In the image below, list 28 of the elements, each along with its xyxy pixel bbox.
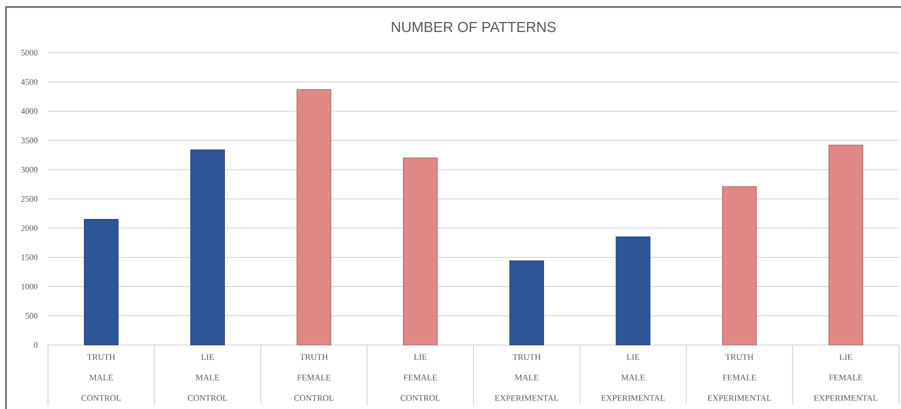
category-label: LIE MALE EXPERIMENTAL [601,354,665,401]
category-label: TRUTH MALE EXPERIMENTAL [494,354,558,401]
y-tick-label: 5000 [21,50,38,56]
y-tick-label: 0 [34,342,38,348]
category-label: TRUTH FEMALE EXPERIMENTAL [708,354,772,401]
category-label: TRUTH MALE CONTROL [82,354,121,401]
category-label: LIE FEMALE EXPERIMENTAL [814,354,878,401]
category-label: LIE FEMALE CONTROL [400,354,440,401]
bar [828,144,864,346]
bar [190,149,225,346]
bar [509,260,544,346]
bar [616,236,650,346]
chart-title: NUMBER OF PATTERNS [392,22,556,32]
bar [722,186,757,346]
category-label: LIE MALE CONTROL [188,354,228,401]
y-tick-label: 4500 [21,79,38,85]
bar [296,89,332,346]
bar [84,219,118,346]
y-tick-label: 1500 [22,254,38,260]
y-tick-label: 1000 [22,284,38,290]
y-tick-label: 2500 [21,196,38,202]
y-tick-label: 500 [26,312,38,319]
bar [403,158,438,346]
y-tick-label: 3000 [21,166,38,172]
y-tick-label: 4000 [21,108,38,114]
category-label: TRUTH FEMALE CONTROL [294,354,334,401]
y-tick-label: 2000 [21,225,38,231]
y-tick-label: 3500 [21,138,38,144]
